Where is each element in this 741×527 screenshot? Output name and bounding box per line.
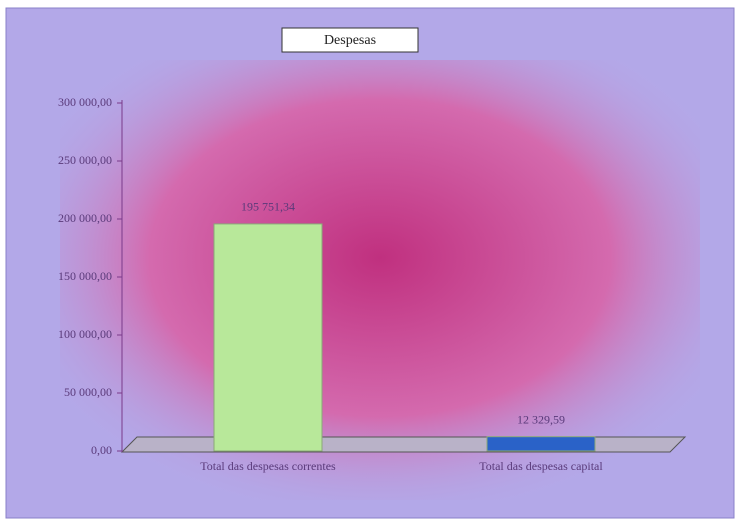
title-box	[281, 27, 419, 53]
y-tick-label: 200 000,00	[58, 211, 112, 225]
y-tick-label: 50 000,00	[64, 385, 112, 399]
value-label: 195 751,34	[241, 200, 295, 214]
y-tick-label: 250 000,00	[58, 153, 112, 167]
value-label: 12 329,59	[517, 412, 565, 426]
y-tick-label: 150 000,00	[58, 269, 112, 283]
bar	[486, 436, 596, 452]
bar	[213, 223, 323, 452]
y-tick-label: 0,00	[91, 443, 112, 457]
y-tick-label: 100 000,00	[58, 327, 112, 341]
x-tick-label: Total das despesas correntes	[200, 459, 336, 473]
plot-glow	[60, 60, 700, 500]
chart-title: Despesas	[324, 33, 376, 48]
floor	[120, 436, 687, 453]
y-tick-label: 300 000,00	[58, 95, 112, 109]
x-tick-label: Total das despesas capital	[479, 459, 603, 473]
